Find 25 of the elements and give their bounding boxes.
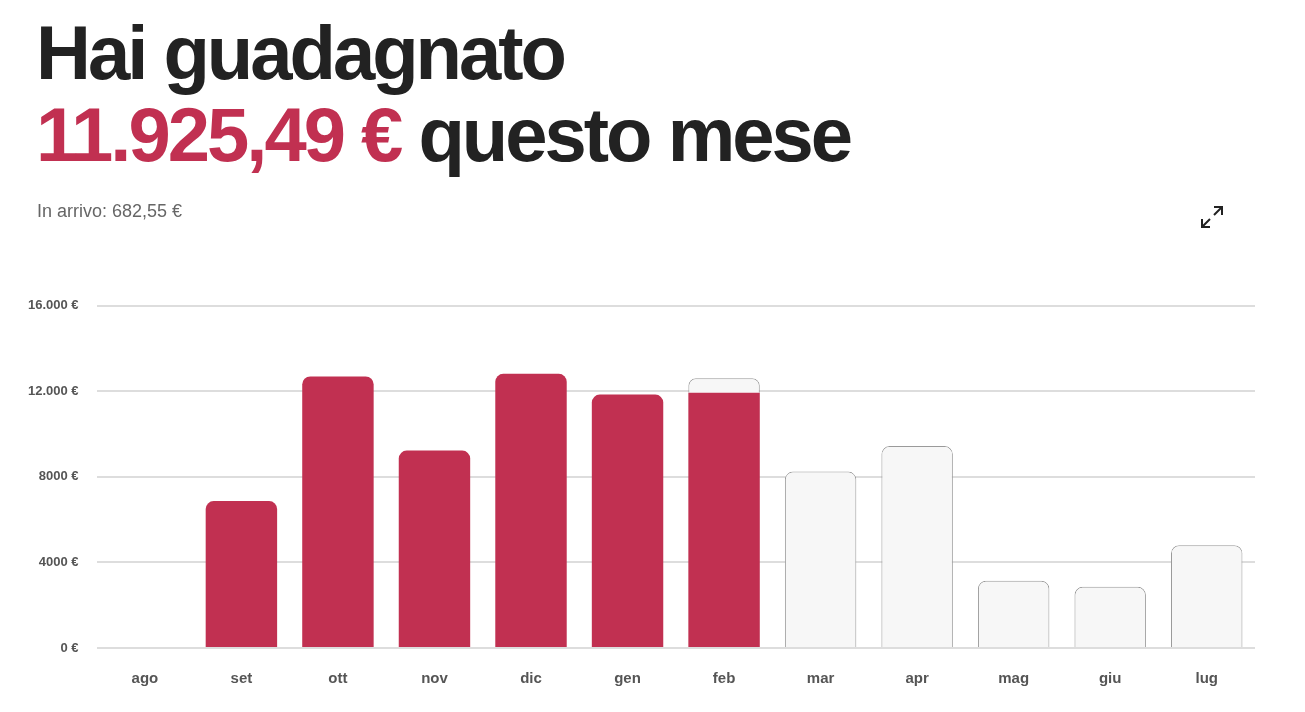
y-tick-label: 16.000 € bbox=[27, 297, 79, 313]
x-tick-label: mar bbox=[806, 669, 835, 687]
x-tick-label: ago bbox=[131, 669, 159, 687]
y-tick-label: 0 € bbox=[60, 639, 79, 655]
y-tick-label: 4000 € bbox=[38, 554, 79, 570]
x-tick-label: lug bbox=[1195, 669, 1218, 687]
x-tick-label: gen bbox=[614, 669, 641, 687]
y-tick-label: 12.000 € bbox=[27, 382, 79, 398]
text: In arrivo: 682,55 € bbox=[37, 201, 183, 222]
x-tick-label: dic bbox=[520, 669, 542, 687]
bar bbox=[688, 392, 760, 647]
x-tick-label: ott bbox=[328, 669, 348, 687]
bar bbox=[205, 501, 278, 647]
x-tick-label: apr bbox=[905, 669, 929, 687]
x-tick-label: feb bbox=[712, 669, 736, 687]
x-tick-label: mag bbox=[998, 669, 1030, 687]
x-tick-label: nov bbox=[421, 669, 449, 687]
x-tick-label: set bbox=[230, 669, 253, 687]
chart-title: Hai guadagnato bbox=[36, 10, 566, 95]
x-tick-label: giu bbox=[1098, 669, 1122, 687]
bar bbox=[302, 376, 374, 647]
bar bbox=[495, 373, 567, 647]
bar bbox=[398, 450, 471, 647]
bar bbox=[591, 394, 664, 647]
y-tick-label: 8000 € bbox=[38, 468, 79, 484]
